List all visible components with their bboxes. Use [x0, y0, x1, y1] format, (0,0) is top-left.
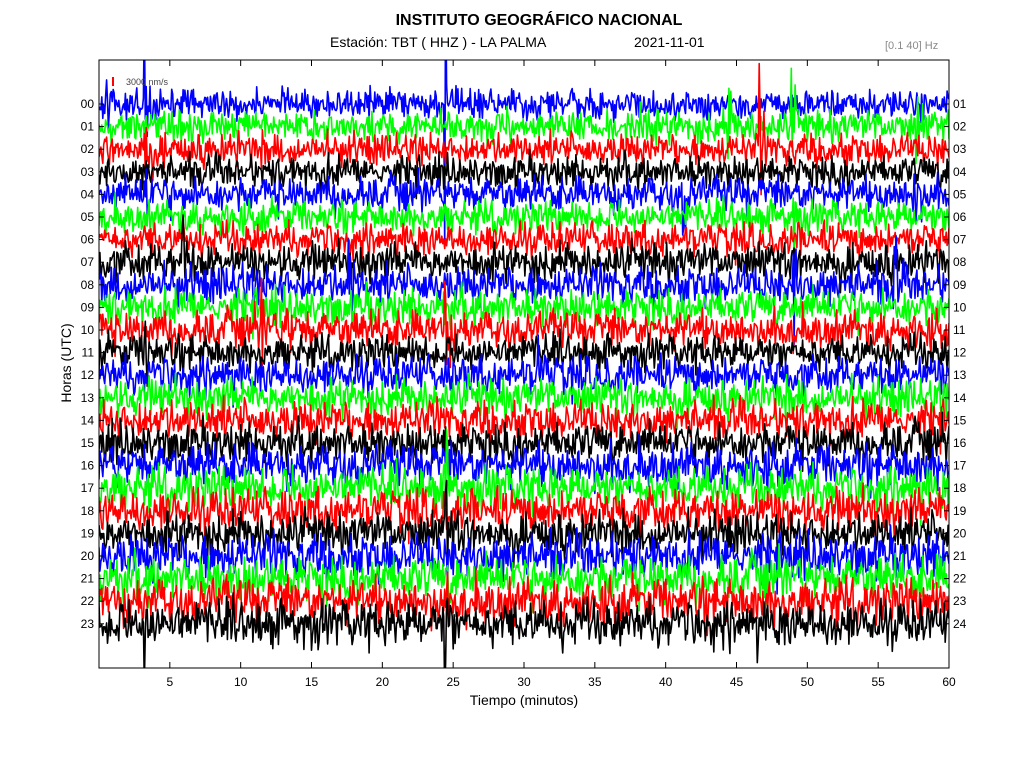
hour-label-left: 12 — [81, 368, 95, 382]
trace-hour-03 — [99, 149, 949, 200]
x-tick-label: 25 — [446, 675, 460, 689]
hour-label-right: 17 — [953, 459, 967, 473]
x-tick-label: 10 — [234, 675, 248, 689]
date-label: 2021-11-01 — [634, 34, 705, 50]
trace-hour-20 — [99, 524, 949, 595]
hour-label-left: 04 — [81, 187, 95, 201]
hour-label-left: 23 — [81, 617, 95, 631]
hour-label-right: 19 — [953, 504, 967, 518]
trace-hour-21 — [99, 543, 949, 614]
trace-hour-07 — [99, 214, 949, 294]
trace-hour-05 — [99, 192, 949, 284]
hour-label-right: 09 — [953, 278, 967, 292]
hour-label-left: 15 — [81, 436, 95, 450]
hour-label-right: 08 — [953, 255, 967, 269]
hour-label-right: 21 — [953, 549, 967, 563]
trace-hour-06 — [99, 218, 949, 269]
hour-label-left: 03 — [81, 165, 95, 179]
y-axis-label: Horas (UTC) — [58, 323, 74, 403]
hour-label-right: 01 — [953, 97, 967, 111]
plot-frame — [98, 59, 950, 669]
hour-label-right: 07 — [953, 233, 967, 247]
scale-bar-label: 3000 nm/s — [126, 77, 169, 87]
x-tick-label: 40 — [659, 675, 673, 689]
hour-label-left: 14 — [81, 413, 95, 427]
x-tick-label: 5 — [166, 675, 173, 689]
hour-label-left: 00 — [81, 97, 95, 111]
trace-hour-23 — [99, 592, 949, 668]
hour-label-left: 13 — [81, 391, 95, 405]
hour-label-right: 13 — [953, 368, 967, 382]
x-tick-label: 50 — [801, 675, 815, 689]
axis-tick-labels: 5 10 15 20 25 30 35 40 45 50 55 60 00 01 01 02 02 03 03 04 0… — [81, 97, 967, 689]
hour-label-right: 06 — [953, 210, 967, 224]
hour-label-left: 10 — [81, 323, 95, 337]
filter-band-label: [0.1 40] Hz — [885, 40, 939, 52]
hour-label-left: 18 — [81, 504, 95, 518]
trace-group — [99, 60, 949, 668]
trace-hour-08 — [99, 235, 949, 346]
hour-label-left: 07 — [81, 255, 95, 269]
hour-label-left: 08 — [81, 278, 95, 292]
hour-label-left: 19 — [81, 526, 95, 540]
hour-label-right: 24 — [953, 617, 967, 631]
hour-label-left: 20 — [81, 549, 95, 563]
trace-hour-22 — [99, 566, 949, 637]
hour-label-left: 22 — [81, 594, 95, 608]
hour-label-right: 22 — [953, 572, 967, 586]
x-tick-label: 30 — [517, 675, 531, 689]
trace-hour-10 — [99, 277, 949, 369]
hour-label-right: 16 — [953, 436, 967, 450]
x-tick-label: 15 — [305, 675, 319, 689]
x-axis-label: Tiempo (minutos) — [469, 692, 579, 708]
x-tick-label: 45 — [730, 675, 744, 689]
trace-hour-02 — [99, 62, 949, 196]
trace-hour-00 — [99, 60, 949, 248]
station-label: Estación: TBT ( HHZ ) - LA PALMA — [330, 34, 547, 50]
hour-label-left: 09 — [81, 300, 95, 314]
hour-label-right: 11 — [953, 323, 966, 337]
x-tick-label: 55 — [871, 675, 885, 689]
hour-label-right: 05 — [953, 187, 967, 201]
amplitude-scale: 3000 nm/s — [112, 77, 169, 87]
hour-label-right: 12 — [953, 346, 967, 360]
trace-hour-18 — [99, 482, 949, 545]
x-tick-label: 60 — [942, 675, 956, 689]
hour-label-right: 20 — [953, 526, 967, 540]
x-tick-label: 20 — [376, 675, 390, 689]
x-tick-label: 35 — [588, 675, 602, 689]
hour-label-left: 21 — [81, 572, 95, 586]
trace-hour-09 — [99, 281, 949, 340]
hour-label-right: 10 — [953, 300, 967, 314]
hour-label-right: 02 — [953, 120, 967, 134]
trace-hour-04 — [99, 167, 949, 236]
hour-label-left: 02 — [81, 142, 95, 156]
hour-label-left: 16 — [81, 459, 95, 473]
hour-label-left: 06 — [81, 233, 95, 247]
hour-label-left: 05 — [81, 210, 95, 224]
hour-label-right: 15 — [953, 413, 967, 427]
trace-hour-16 — [99, 432, 949, 499]
hour-label-right: 14 — [953, 391, 967, 405]
trace-hour-15 — [99, 411, 949, 474]
hour-label-right: 23 — [953, 594, 967, 608]
trace-hour-13 — [99, 372, 949, 430]
hour-label-right: 04 — [953, 165, 967, 179]
hour-label-right: 03 — [953, 142, 967, 156]
hour-label-left: 17 — [81, 481, 95, 495]
axis-ticks — [99, 60, 950, 668]
chart-title: INSTITUTO GEOGRÁFICO NACIONAL — [395, 12, 683, 29]
hour-label-right: 18 — [953, 481, 967, 495]
hour-label-left: 01 — [81, 120, 95, 134]
hour-label-left: 11 — [82, 346, 95, 360]
